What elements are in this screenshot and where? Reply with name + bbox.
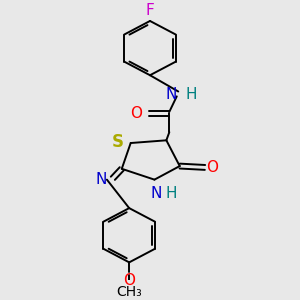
Text: N: N xyxy=(165,87,177,102)
Text: H: H xyxy=(186,87,197,102)
Text: O: O xyxy=(130,106,142,121)
Text: F: F xyxy=(146,3,154,18)
Text: H: H xyxy=(166,186,177,201)
Text: O: O xyxy=(123,273,135,288)
Text: N: N xyxy=(150,186,162,201)
Text: O: O xyxy=(206,160,218,175)
Text: S: S xyxy=(112,133,124,151)
Text: N: N xyxy=(95,172,107,187)
Text: CH₃: CH₃ xyxy=(116,285,142,299)
